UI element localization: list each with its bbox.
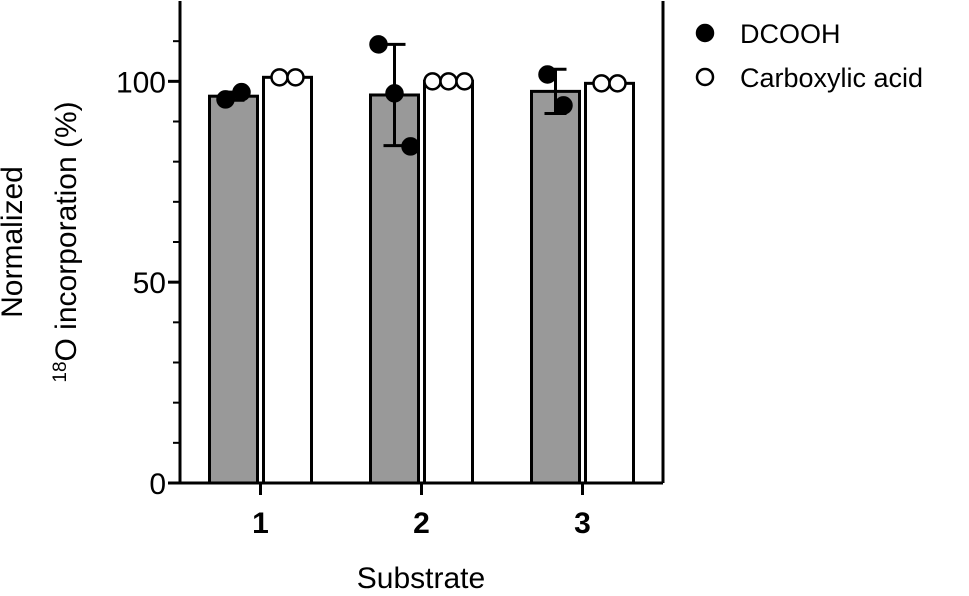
x-tick-label: 2 [413,507,430,540]
data-point [455,72,474,91]
bar [584,81,635,485]
x-tick-label: 3 [574,507,591,540]
data-point [608,74,627,93]
y-axis-label: Normalized [0,166,29,318]
bar [262,75,313,485]
bar [530,89,581,485]
x-tick-label: 1 [252,507,269,540]
data-point [538,65,557,84]
y-tick-label: 100 [116,66,166,99]
y-axis-label-text: O incorporation (%) [50,101,83,361]
legend-marker [695,23,715,43]
data-point [423,72,442,91]
y-tick-label: 0 [149,468,166,501]
data-point [439,72,458,91]
data-point [216,90,235,109]
y-axis-label: 18O incorporation (%) [50,101,83,382]
data-point [401,137,420,156]
data-point [385,84,404,103]
superscript: 18 [50,361,71,382]
legend-marker [695,67,715,87]
y-tick-label: 50 [133,267,166,300]
data-point [592,74,611,93]
legend-label: DCOOH [740,19,841,49]
data-point [286,68,305,87]
x-axis-label: Substrate [357,562,485,591]
data-point [369,35,388,54]
data-point [554,96,573,115]
bar [208,94,259,485]
legend-label: Carboxylic acid [740,63,923,93]
bar [423,79,474,485]
data-point [270,68,289,87]
data-point [232,82,251,102]
